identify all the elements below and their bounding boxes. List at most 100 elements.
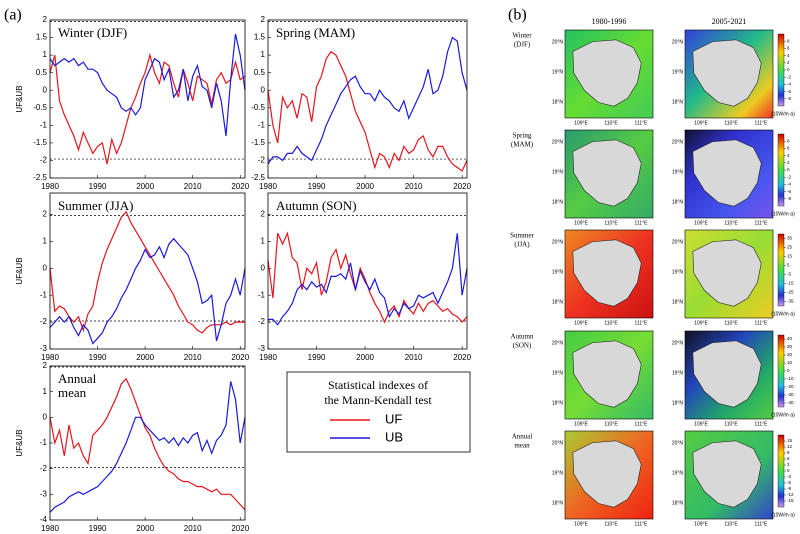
x-tick-label: 2000 <box>136 353 154 362</box>
row-label: Annual <box>512 433 533 441</box>
series-line <box>267 231 468 324</box>
colorbar-tick-label: 5 <box>787 263 790 268</box>
plot-frame <box>49 365 246 521</box>
chart-title: Autumn (SON) <box>276 198 357 213</box>
lon-label: 109°E <box>574 220 588 226</box>
row-label: (SON) <box>513 342 532 350</box>
x-tick-label: 1980 <box>259 353 277 362</box>
lat-label: 18°N <box>672 299 684 305</box>
colorbar-tick-label: 3 <box>787 462 790 467</box>
colorbar-tick-label: -4 <box>787 82 791 87</box>
lat-label: 18°N <box>552 500 564 506</box>
y-tick-label: -1 <box>258 290 266 299</box>
lon-label: 111°E <box>755 120 769 126</box>
colorbar-tick-label: 9 <box>787 450 790 455</box>
lat-label: 20°N <box>672 139 684 145</box>
row-label: Summer <box>510 232 534 240</box>
y-tick-label: -1 <box>40 290 48 299</box>
lat-label: 19°N <box>552 269 564 275</box>
series-line <box>49 210 245 334</box>
lat-label: 18°N <box>552 99 564 105</box>
x-tick-label: 2000 <box>136 524 154 533</box>
x-tick-label: 1990 <box>89 524 107 533</box>
lat-label: 18°N <box>552 299 564 305</box>
series-line <box>49 52 246 165</box>
y-tick-label: 0 <box>43 85 48 94</box>
island <box>692 340 762 408</box>
lat-label: 19°N <box>672 470 684 476</box>
series-line <box>49 33 246 136</box>
lat-label: 20°N <box>552 239 564 245</box>
lat-label: 18°N <box>672 99 684 105</box>
colorbar-tick-label: -6 <box>787 89 791 94</box>
lon-label: 109°E <box>694 320 708 326</box>
row-label: (MAM) <box>511 141 534 149</box>
colorbar-tick-label: -2 <box>787 74 791 79</box>
lat-label: 18°N <box>672 500 684 506</box>
lon-label: 110°E <box>724 120 738 126</box>
island <box>692 239 762 307</box>
colorbar-tick-label: -2 <box>787 174 791 179</box>
lon-label: 109°E <box>574 421 588 427</box>
y-axis-label: UF&UB <box>15 257 24 284</box>
x-tick-label: 2020 <box>231 524 249 533</box>
legend-entry: UF <box>385 411 402 426</box>
lat-label: 20°N <box>552 39 564 45</box>
y-tick-label: 0.5 <box>36 68 48 77</box>
colorbar-tick-label: -6 <box>787 480 791 485</box>
lon-label: 111°E <box>635 421 649 427</box>
row-label: mean <box>514 442 530 450</box>
y-tick-label: -1.5 <box>251 138 265 147</box>
lon-label: 110°E <box>724 320 738 326</box>
x-tick-label: 2010 <box>184 182 202 191</box>
lon-label: 111°E <box>755 220 769 226</box>
colorbar <box>777 133 785 207</box>
colorbar-unit: (10W/m·a) <box>771 512 795 518</box>
row-label: (DJF) <box>514 41 531 49</box>
lat-label: 20°N <box>552 340 564 346</box>
x-tick-label: 1980 <box>41 353 59 362</box>
lon-label: 110°E <box>724 521 738 527</box>
island <box>692 440 762 508</box>
y-tick-label: 0 <box>43 412 48 421</box>
y-tick-label: -2.5 <box>251 173 265 182</box>
x-tick-label: 1990 <box>308 353 326 362</box>
lat-label: 19°N <box>672 269 684 275</box>
colorbar-tick-label: 15 <box>787 438 793 443</box>
y-tick-label: -0.5 <box>251 103 265 112</box>
x-tick-label: 1990 <box>89 353 107 362</box>
legend-title: Statistical indexes of <box>328 378 428 392</box>
x-tick-label: 2000 <box>136 182 154 191</box>
colorbar-tick-label: -9 <box>787 486 791 491</box>
lat-label: 19°N <box>552 470 564 476</box>
y-tick-label: 1 <box>261 237 266 246</box>
colorbar-tick-label: 15 <box>787 254 793 259</box>
y-tick-label: 1.5 <box>36 33 48 42</box>
x-tick-label: 2010 <box>184 524 202 533</box>
colorbar-tick-label: 40 <box>787 336 793 341</box>
colorbar-tick-label: -3 <box>787 474 791 479</box>
lat-label: 20°N <box>672 440 684 446</box>
colorbar-tick-label: 20 <box>787 352 793 357</box>
colorbar-tick-label: 6 <box>787 46 790 51</box>
x-tick-label: 2010 <box>405 353 423 362</box>
y-tick-label: -2 <box>40 317 48 326</box>
lon-label: 110°E <box>604 521 618 527</box>
colorbar-tick-label: -12 <box>787 492 794 497</box>
legend-box <box>286 371 471 453</box>
chart-title: Winter (DJF) <box>58 25 128 40</box>
lon-label: 111°E <box>635 220 649 226</box>
series-line <box>268 233 468 326</box>
colorbar-tick-label: 6 <box>787 456 790 461</box>
y-tick-label: 0.5 <box>254 68 266 77</box>
y-tick-label: 0 <box>43 263 48 272</box>
x-tick-label: 1980 <box>41 182 59 191</box>
colorbar-tick-label: -15 <box>787 498 794 503</box>
lat-label: 19°N <box>672 169 684 175</box>
lat-label: 19°N <box>552 370 564 376</box>
colorbar-tick-label: 4 <box>787 53 790 58</box>
y-tick-label: -3 <box>40 489 48 498</box>
colorbar-tick-label: 30 <box>787 344 793 349</box>
lon-label: 110°E <box>604 120 618 126</box>
y-tick-label: -3 <box>40 344 48 353</box>
